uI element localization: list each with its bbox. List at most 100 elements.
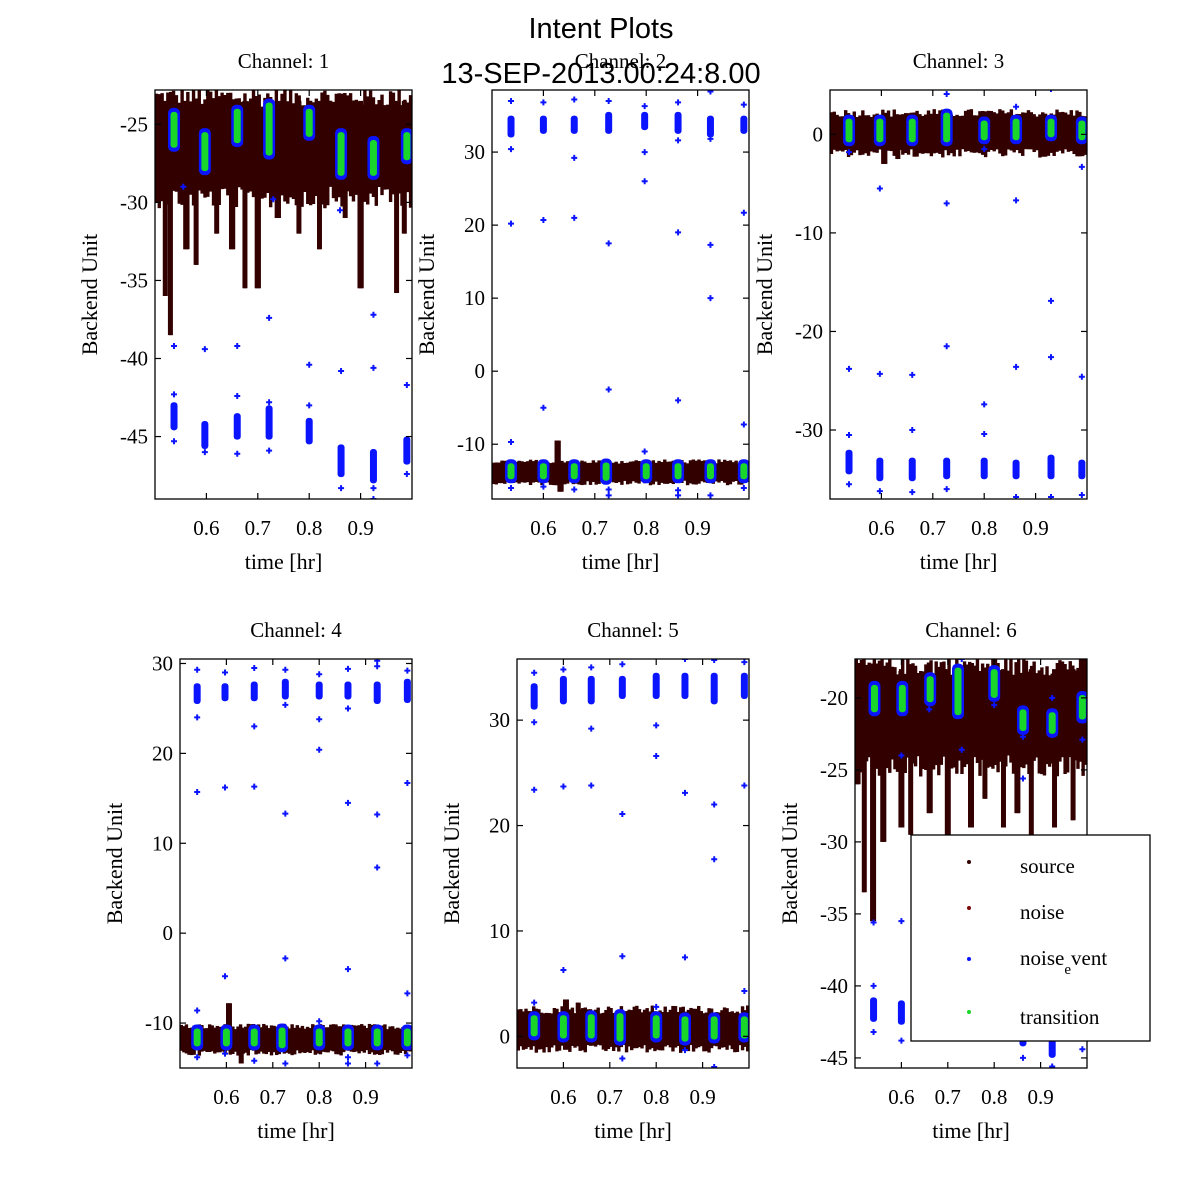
noise-event-point	[344, 665, 351, 672]
y-tick-label: -30	[795, 418, 823, 442]
subplot-channel-3: 0.6 0.7 0.8 0.9 -30 -20 -10 0 Channel: 3 time [hr…	[752, 49, 1088, 574]
noise-event-point	[306, 361, 313, 368]
transition-cluster	[1048, 712, 1056, 734]
x-tick-label: 0.8	[643, 1085, 669, 1109]
noise-event-point	[404, 667, 411, 674]
y-tick-label: -20	[795, 319, 823, 343]
noise-event-point	[251, 723, 258, 730]
noise-event-point	[560, 966, 567, 973]
noise-event-cluster	[193, 683, 201, 704]
noise-event-point	[540, 404, 547, 411]
transition-cluster	[898, 684, 906, 713]
transition-cluster	[403, 132, 411, 161]
y-tick-label: -25	[120, 112, 148, 136]
noise-event-point	[282, 810, 289, 817]
noise-event-cluster	[980, 457, 988, 480]
plot-area	[180, 659, 412, 1067]
x-tick-label: 0.7	[920, 516, 946, 540]
noise-event-point	[560, 783, 567, 790]
noise-event-point	[201, 449, 208, 456]
noise-event-cluster	[530, 683, 538, 710]
y-tick-label: 10	[152, 831, 173, 855]
noise-event-cluster	[1048, 1036, 1056, 1058]
x-tick-label: 0.8	[306, 1085, 332, 1109]
plot-area	[830, 90, 1087, 499]
y-tick-label: 30	[464, 140, 485, 164]
noise-event-point	[675, 492, 682, 499]
noise-event-point	[605, 492, 612, 499]
noise-event-point	[876, 185, 883, 192]
noise-event-cluster	[876, 457, 884, 482]
noise-event-point	[943, 343, 950, 350]
noise-event-point	[675, 99, 682, 106]
x-tick-label: 0.6	[193, 516, 219, 540]
y-tick-label: 20	[464, 213, 485, 237]
noise-event-point	[741, 988, 748, 995]
x-tick-label: 0.9	[1022, 516, 1048, 540]
noise-event-point	[194, 1054, 201, 1061]
x-tick-label: 0.7	[245, 516, 271, 540]
transition-cluster	[559, 1015, 567, 1039]
noise-event-point	[588, 782, 595, 789]
transition-cluster	[587, 1014, 595, 1039]
noise-event-point	[653, 1003, 660, 1010]
noise-event-point	[1013, 363, 1020, 370]
legend-item-transition: transition	[967, 1005, 1100, 1029]
noise-event-point	[943, 200, 950, 207]
transition-cluster	[170, 111, 178, 148]
transition-cluster	[740, 1016, 748, 1039]
noise-event-point	[171, 391, 178, 398]
y-tick-label: 0	[475, 359, 486, 383]
transition-cluster	[943, 112, 951, 143]
axes-frame	[491, 89, 750, 500]
legend-label-source: source	[1020, 854, 1075, 878]
noise-event-point	[508, 485, 515, 492]
transition-cluster	[250, 1028, 258, 1047]
noise-event-point	[909, 489, 916, 496]
series-transition	[193, 1027, 411, 1049]
noise-event-point	[619, 1055, 626, 1062]
y-tick-label: -45	[820, 1046, 848, 1070]
noise-event-point	[681, 1047, 688, 1054]
noise-event-point	[675, 137, 682, 144]
noise-event-point	[540, 99, 547, 106]
axes-frame	[154, 89, 413, 500]
y-tick-label: 20	[152, 741, 173, 765]
noise-event-point	[653, 722, 660, 729]
x-tick-label: 0.6	[888, 1085, 914, 1109]
noise-event-point	[926, 706, 933, 713]
noise-event-point	[222, 1050, 229, 1057]
y-tick-label: 30	[489, 708, 510, 732]
x-tick-label: 0.7	[260, 1085, 286, 1109]
y-tick-label: -40	[120, 347, 148, 371]
x-tick-label: 0.9	[352, 1085, 378, 1109]
y-tick-label: -10	[795, 221, 823, 245]
transition-cluster	[870, 684, 878, 713]
x-tick-label: 0.7	[935, 1085, 961, 1109]
noise-event-point	[641, 178, 648, 185]
transition-cluster	[602, 462, 610, 481]
noise-event-point	[344, 1060, 351, 1067]
noise-event-point	[508, 97, 515, 104]
noise-event-point	[1078, 163, 1085, 170]
noise-event-point	[194, 714, 201, 721]
noise-event-point	[740, 101, 747, 108]
plot-area	[492, 90, 749, 499]
transition-cluster	[1047, 118, 1055, 138]
noise-event-cluster	[605, 111, 613, 134]
transition-cluster	[315, 1028, 323, 1047]
transition-cluster	[1019, 709, 1027, 732]
noise-event-point	[898, 918, 905, 925]
subplot-title: Channel: 2	[575, 49, 667, 73]
y-tick-label: -10	[145, 1011, 173, 1035]
noise-event-cluster	[250, 681, 258, 702]
noise-event-cluster	[403, 436, 411, 465]
subplot-channel-6: 0.6 0.7 0.8 0.9 -45 -40 -35 -30 -25 -20 Channel: 6…	[777, 618, 1088, 1143]
transition-cluster	[1078, 695, 1086, 720]
subplot-channel-4: 0.6 0.7 0.8 0.9 -10 0 10 20 30 Channel: 4 time [hr…	[102, 618, 413, 1143]
x-tick-label: 0.8	[633, 516, 659, 540]
noise-event-point	[898, 752, 905, 759]
noise-event-point	[641, 448, 648, 455]
figure-title: Intent Plots	[528, 13, 673, 45]
transition-cluster	[706, 463, 714, 480]
